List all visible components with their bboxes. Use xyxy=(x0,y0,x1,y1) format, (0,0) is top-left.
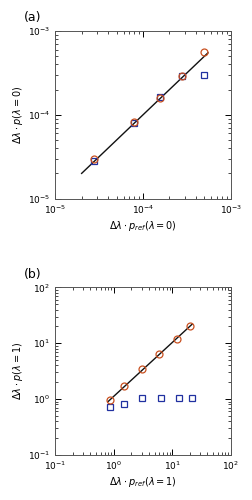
Text: (a): (a) xyxy=(23,12,41,24)
Y-axis label: $\Delta\lambda \cdot p(\lambda = 0)$: $\Delta\lambda \cdot p(\lambda = 0)$ xyxy=(11,86,25,144)
X-axis label: $\Delta\lambda \cdot p_{ref}(\lambda = 1)$: $\Delta\lambda \cdot p_{ref}(\lambda = 1… xyxy=(109,475,176,489)
X-axis label: $\Delta\lambda \cdot p_{ref}(\lambda = 0)$: $\Delta\lambda \cdot p_{ref}(\lambda = 0… xyxy=(109,218,176,232)
Y-axis label: $\Delta\lambda \cdot p(\lambda = 1)$: $\Delta\lambda \cdot p(\lambda = 1)$ xyxy=(11,342,25,400)
Text: (b): (b) xyxy=(23,268,41,280)
